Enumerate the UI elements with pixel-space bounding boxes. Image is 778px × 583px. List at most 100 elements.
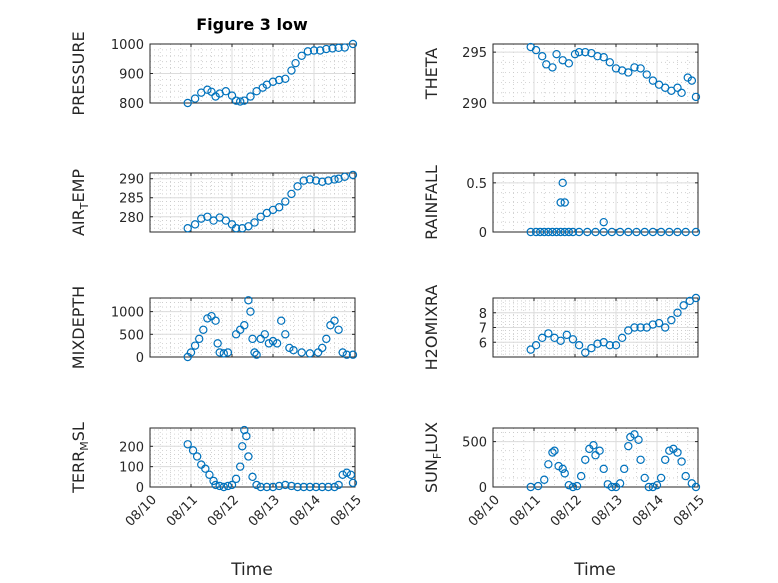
data-point [673, 448, 682, 457]
data-point [572, 481, 582, 491]
data-point [636, 323, 645, 332]
data-point [564, 59, 574, 68]
data-point [190, 220, 200, 229]
data-point [591, 451, 600, 460]
data-point [201, 464, 210, 473]
data-point [186, 348, 196, 357]
data-point [250, 348, 259, 357]
data-point [681, 227, 690, 237]
data-point [221, 216, 231, 225]
data-point [654, 318, 664, 328]
data-point [526, 345, 535, 354]
data-point [340, 43, 349, 52]
data-point [291, 58, 300, 68]
data-point [540, 475, 549, 484]
data-point [330, 175, 339, 184]
y-tick-label: 0 [136, 481, 144, 496]
y-axis-label: SUNFLUX [422, 422, 444, 493]
data-point [219, 482, 228, 492]
data-point [311, 482, 321, 492]
y-tick-label: 0 [479, 226, 487, 241]
y-tick-label: 500 [119, 328, 144, 343]
data-point [544, 460, 553, 469]
data-point [538, 52, 547, 61]
y-axis-label: MIXDEPTH [69, 286, 88, 369]
y-tick-label: 1000 [111, 306, 144, 321]
x-axis-label-right: Time [573, 560, 616, 580]
data-point [560, 227, 569, 237]
data-point [648, 482, 658, 492]
data-point [617, 333, 627, 343]
y-axis-label: TERRMSL [69, 422, 91, 494]
data-point [348, 478, 358, 488]
data-point [285, 343, 294, 353]
data-point [540, 227, 549, 237]
data-point [297, 348, 306, 357]
data-point [203, 85, 212, 94]
data-point [583, 227, 592, 237]
data-point [644, 482, 654, 492]
data-point [277, 316, 286, 325]
data-point [252, 350, 261, 359]
data-point [556, 198, 565, 207]
data-point [661, 455, 670, 464]
data-point [574, 47, 584, 57]
data-point [564, 480, 574, 490]
data-point [227, 480, 237, 490]
data-point [605, 58, 615, 67]
data-point [322, 334, 331, 344]
y-tick-label: 280 [119, 211, 144, 226]
data-point [556, 336, 565, 345]
data-point [599, 227, 608, 237]
data-point [338, 470, 347, 479]
data-point [309, 46, 319, 55]
data-point [262, 482, 272, 492]
data-point [611, 341, 621, 350]
data-point [538, 333, 547, 343]
data-point [215, 348, 224, 357]
data-point [281, 74, 290, 84]
subplot-pressure: 800 900 1000 PRESSURE [69, 31, 358, 116]
data-point [630, 430, 639, 439]
data-point [221, 86, 231, 96]
data-point [240, 321, 249, 330]
axes-border [492, 43, 699, 104]
data-point [299, 482, 308, 492]
data-point [581, 47, 590, 57]
data-point [248, 334, 257, 344]
data-point [624, 441, 633, 451]
data-point [324, 482, 333, 492]
data-point [548, 63, 557, 72]
data-point [188, 446, 198, 455]
data-point [289, 345, 298, 355]
data-point [293, 182, 302, 191]
data-point [246, 307, 255, 316]
y-axis-label: RAINFALL [422, 165, 441, 240]
data-point [287, 66, 296, 75]
data-point [248, 472, 257, 482]
data-point [531, 341, 541, 350]
data-point [531, 45, 541, 55]
subplot-mixdepth: 0 500 1000 MIXDEPTH [69, 286, 358, 369]
data-point [242, 431, 251, 441]
data-point [264, 339, 274, 348]
data-point [648, 320, 658, 329]
x-axis-label-left: Time [230, 560, 273, 580]
data-point [558, 464, 567, 474]
data-point [568, 227, 578, 237]
data-point [348, 39, 358, 49]
data-point [183, 98, 192, 108]
data-point [630, 323, 639, 332]
data-point [636, 64, 645, 73]
data-point [315, 46, 325, 55]
data-point [548, 227, 557, 237]
data-point [665, 446, 674, 455]
data-point [211, 480, 220, 490]
data-point [656, 473, 666, 483]
y-tick-label: 7 [479, 322, 487, 337]
data-point [250, 218, 259, 227]
data-point [190, 94, 200, 103]
axes-border [492, 172, 699, 233]
data-point [589, 441, 598, 450]
y-axis-label: H2OMIXRA [422, 285, 441, 371]
